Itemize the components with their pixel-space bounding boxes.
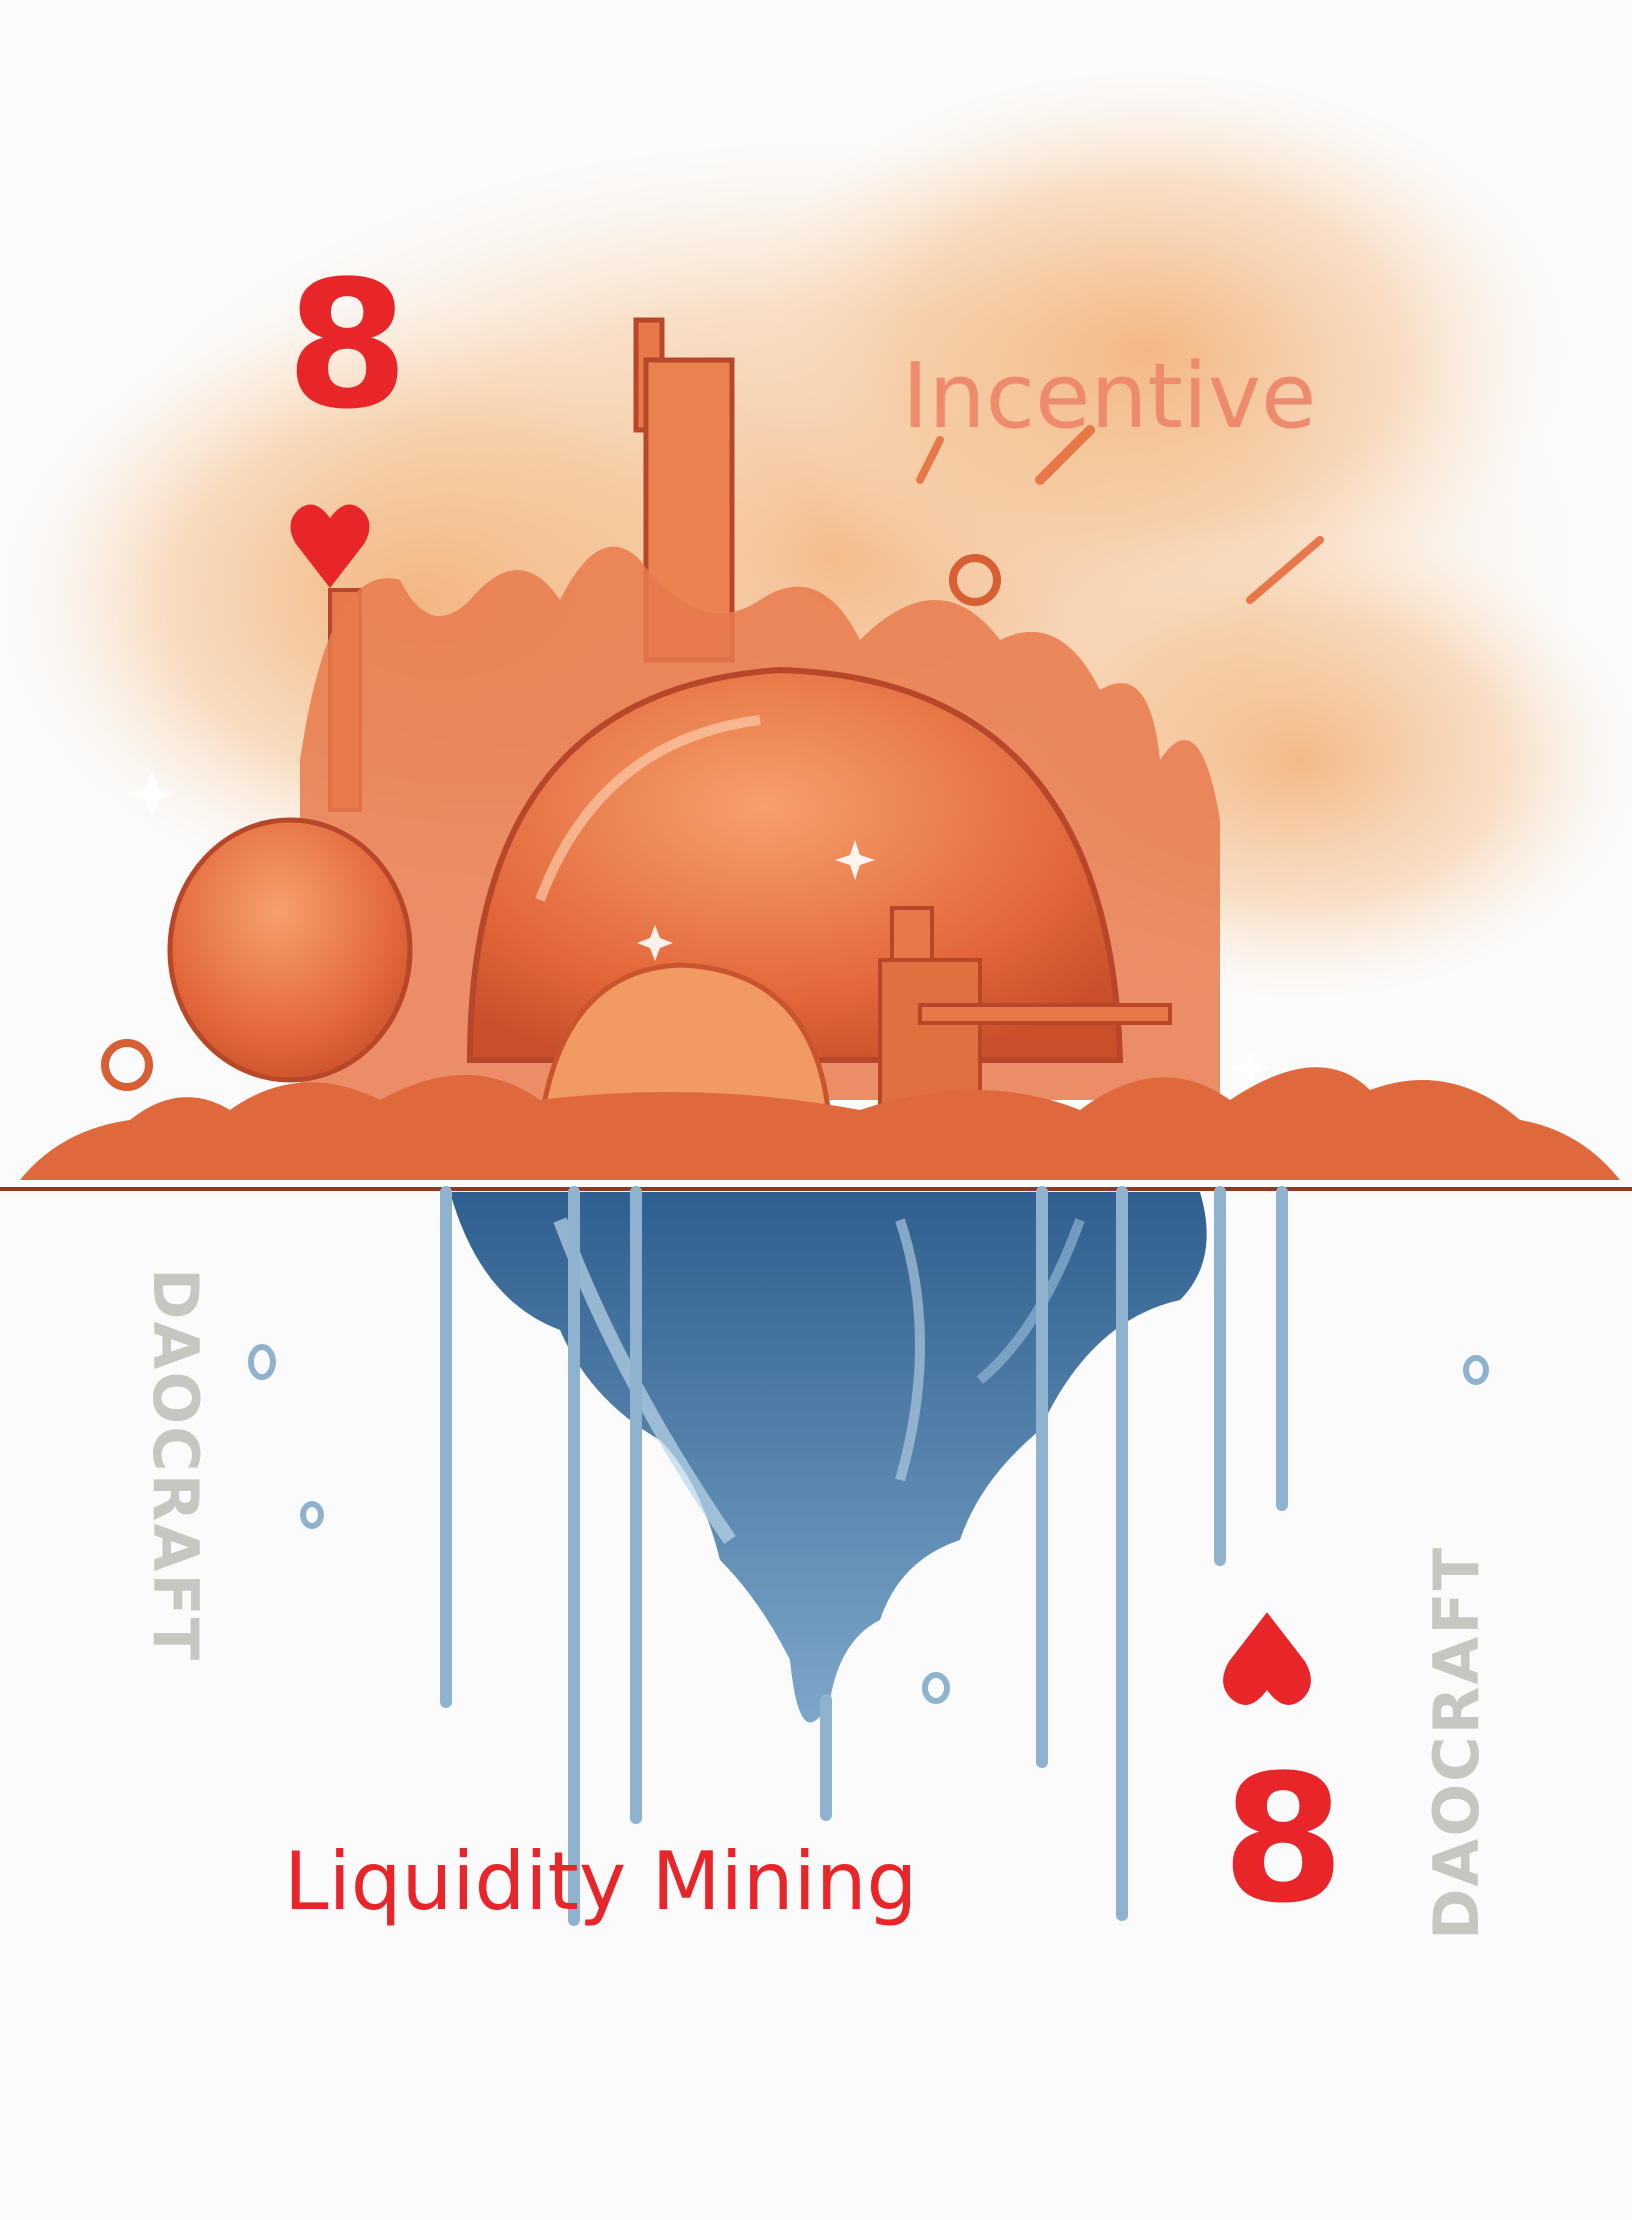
heart-suit-icon [290,504,370,588]
rank-top: 8 [286,243,409,448]
top-label: Incentive [902,344,1317,449]
heart-suit-icon-inverted [1223,1612,1311,1705]
brand-logo-top: DAOCRAFT [139,1268,212,1663]
brand-logo-bottom: DAOCRAFT [1420,1545,1493,1940]
rank-bottom: 8 [1222,1737,1345,1942]
bottom-label: Liquidity Mining [284,1835,918,1928]
droplets [248,1344,1489,1704]
blue-iceberg [450,1192,1207,1723]
drips [440,1186,1288,1926]
orange-factory [20,317,1620,1180]
